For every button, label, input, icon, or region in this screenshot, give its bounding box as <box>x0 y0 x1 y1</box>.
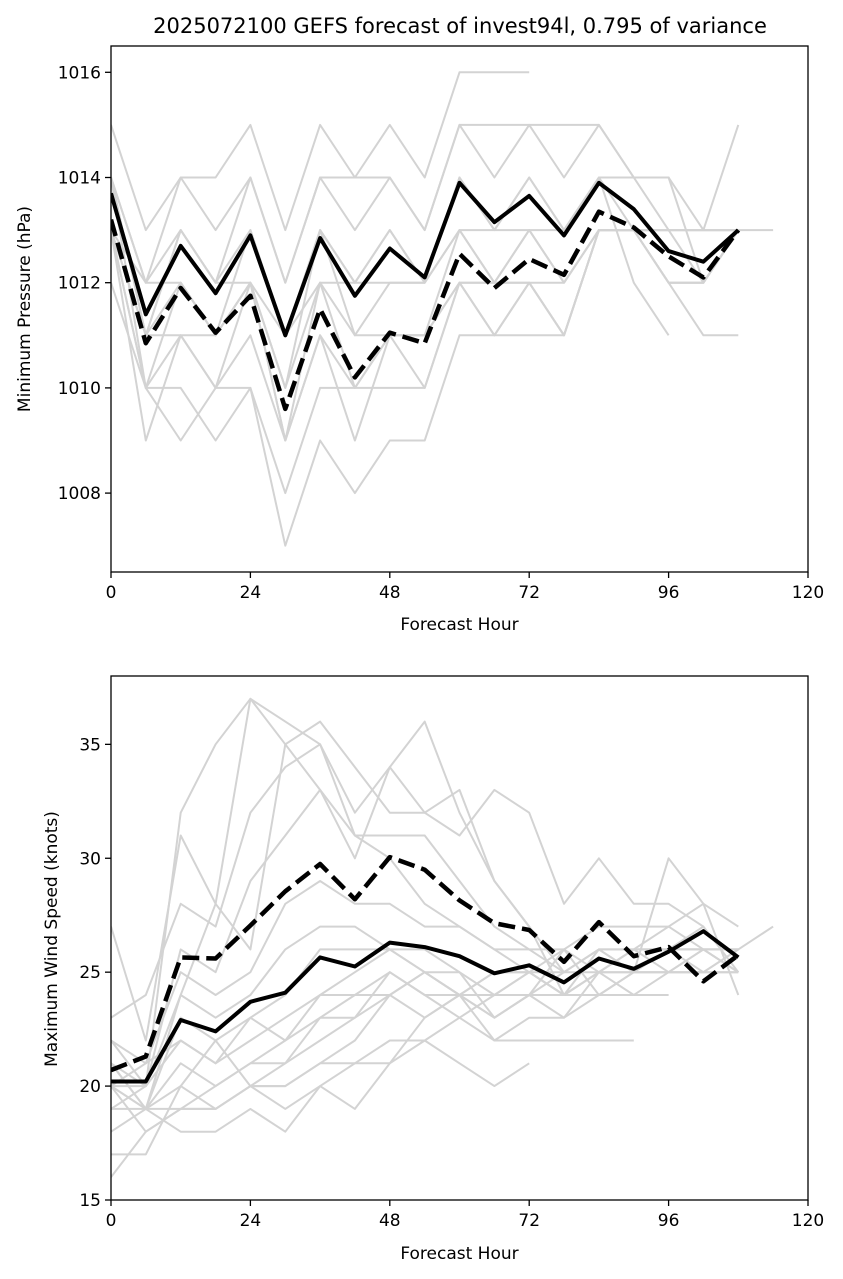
wind-y-tick-label: 15 <box>79 1191 101 1211</box>
wind-y-tick-label: 30 <box>79 849 101 869</box>
wind-median-line <box>111 854 740 1073</box>
pressure-x-axis-label: Forecast Hour <box>400 615 518 635</box>
wind-member-line-12 <box>111 948 739 1178</box>
chart-title: 2025072100 GEFS forecast of invest94l, 0… <box>153 14 767 38</box>
wind-member-line-4 <box>111 720 704 1110</box>
wind-x-tick-label: 48 <box>379 1211 401 1231</box>
wind-x-tick-label: 24 <box>240 1211 262 1231</box>
wind-plot-area <box>111 697 774 1178</box>
pressure-panel: 2025072100 GEFS forecast of invest94l, 0… <box>15 14 824 635</box>
pressure-y-tick-label: 1008 <box>58 484 101 504</box>
wind-x-tick-label: 120 <box>792 1211 824 1231</box>
pressure-plot-area <box>111 71 774 547</box>
wind-x-tick-label: 96 <box>658 1211 680 1231</box>
pressure-x-tick-label: 0 <box>106 583 117 603</box>
wind-member-line-5 <box>111 788 739 1088</box>
pressure-y-tick-label: 1012 <box>58 274 101 294</box>
pressure-member-line-8 <box>111 229 739 389</box>
pressure-member-line-1 <box>111 71 530 232</box>
wind-x-tick-label: 0 <box>106 1211 117 1231</box>
pressure-mean-line <box>111 180 740 338</box>
pressure-member-line-4 <box>111 176 740 337</box>
pressure-y-tick-label: 1016 <box>58 63 101 83</box>
pressure-x-tick-label: 96 <box>658 583 680 603</box>
wind-member-line-16 <box>111 948 739 1065</box>
wind-y-tick-label: 25 <box>79 963 101 983</box>
pressure-member-line-3 <box>111 123 740 284</box>
pressure-x-tick-label: 24 <box>240 583 262 603</box>
pressure-median-line <box>111 209 741 412</box>
wind-y-tick-label: 20 <box>79 1077 101 1097</box>
wind-y-tick-label: 35 <box>79 735 101 755</box>
wind-panel: 0 24 48 72 96 120 15 20 25 30 35 Forecast Hour Max… <box>42 675 824 1264</box>
wind-member-line-13 <box>111 1039 530 1133</box>
wind-mean-line <box>111 929 740 1084</box>
wind-member-line-17 <box>111 948 739 1133</box>
pressure-y-tick-label: 1010 <box>58 379 101 399</box>
pressure-y-tick-label: 1014 <box>58 169 101 189</box>
pressure-x-tick-label: 72 <box>518 583 540 603</box>
wind-member-line-3 <box>111 743 739 1019</box>
wind-ticks: 0 24 48 72 96 120 15 20 25 30 35 <box>79 735 824 1231</box>
wind-member-line-9 <box>111 971 634 1110</box>
wind-x-axis-label: Forecast Hour <box>400 1244 518 1264</box>
wind-axes-frame <box>110 675 809 1201</box>
wind-member-line-11 <box>111 971 739 1156</box>
wind-x-tick-label: 72 <box>518 1211 540 1231</box>
pressure-axes-frame <box>110 45 809 573</box>
pressure-y-axis-label: Minimum Pressure (hPa) <box>15 206 35 412</box>
pressure-x-tick-label: 120 <box>792 583 824 603</box>
pressure-member-line-13 <box>111 229 739 442</box>
pressure-member-line-5 <box>111 176 740 337</box>
pressure-x-tick-label: 48 <box>379 583 401 603</box>
pressure-member-line-11 <box>111 229 739 495</box>
wind-y-axis-label: Maximum Wind Speed (knots) <box>42 811 62 1067</box>
pressure-ticks: 0 24 48 72 96 120 1008 1010 1012 1014 1016 <box>58 63 824 603</box>
pressure-member-line-9 <box>111 177 740 442</box>
